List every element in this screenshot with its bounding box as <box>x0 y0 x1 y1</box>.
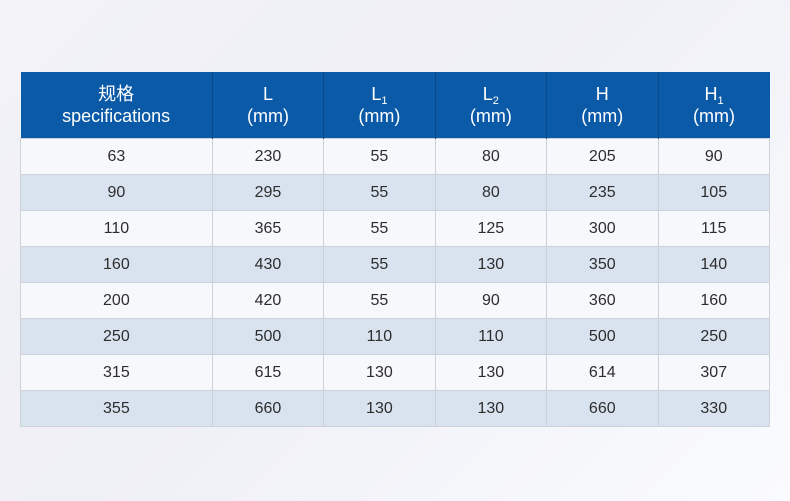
table-row: 200 420 55 90 360 160 <box>20 282 770 319</box>
cell-H1: 307 <box>657 354 770 391</box>
cell-L: 500 <box>211 318 325 355</box>
header-L1-unit: (mm) <box>358 106 401 126</box>
cell-H1: 160 <box>657 282 770 319</box>
cell-H1: 115 <box>657 210 770 247</box>
header-col-L1: L1 (mm) <box>323 72 436 139</box>
cell-L: 660 <box>211 390 325 427</box>
cell-H1: 250 <box>657 318 770 355</box>
cell-H1: 105 <box>657 174 770 211</box>
table-row: 250 500 110 110 500 250 <box>20 318 770 355</box>
header-H-symbol: H <box>547 83 657 105</box>
header-L-letter: L <box>262 84 273 104</box>
cell-L1: 55 <box>323 174 436 211</box>
header-col-L: L (mm) <box>212 72 325 139</box>
cell-spec: 110 <box>20 210 213 247</box>
cell-H: 235 <box>546 174 659 211</box>
header-L2-symbol: L2 <box>436 83 546 107</box>
cell-H: 205 <box>546 138 659 175</box>
header-specifications-zh: 规格 <box>98 84 135 104</box>
header-H1-subscript: 1 <box>717 95 724 107</box>
cell-spec: 200 <box>20 282 213 319</box>
table-row: 355 660 130 130 660 330 <box>20 390 770 427</box>
header-L1-subscript: 1 <box>381 95 388 107</box>
cell-spec: 160 <box>20 246 213 283</box>
header-L2-unit: (mm) <box>469 106 512 126</box>
table-header-row: 规格 specifications L (mm) L1 (mm) L2 (mm)… <box>20 72 770 139</box>
table-row: 110 365 55 125 300 115 <box>20 210 770 247</box>
header-L2-letter: L <box>482 84 493 104</box>
header-H1-letter: H <box>704 84 718 104</box>
cell-spec: 315 <box>20 354 213 391</box>
header-L-symbol: L <box>213 83 323 105</box>
cell-L1: 130 <box>323 354 436 391</box>
cell-H: 360 <box>546 282 659 319</box>
cell-L2: 130 <box>434 354 548 391</box>
cell-H1: 90 <box>657 138 770 175</box>
header-col-H: H (mm) <box>546 72 659 139</box>
cell-L1: 55 <box>323 246 436 283</box>
cell-H1: 330 <box>657 390 770 427</box>
header-H-unit: (mm) <box>581 106 624 126</box>
cell-L2: 125 <box>434 210 548 247</box>
header-H-letter: H <box>595 84 609 104</box>
header-col-L2: L2 (mm) <box>435 72 548 139</box>
cell-L1: 55 <box>323 138 436 175</box>
header-L-unit: (mm) <box>246 106 289 126</box>
table-row: 160 430 55 130 350 140 <box>20 246 770 283</box>
header-col-specifications: 规格 specifications <box>20 72 213 139</box>
cell-H: 300 <box>546 210 659 247</box>
cell-H1: 140 <box>657 246 770 283</box>
cell-L1: 55 <box>323 210 436 247</box>
cell-L2: 110 <box>434 318 548 355</box>
cell-L1: 110 <box>323 318 436 355</box>
cell-H: 350 <box>546 246 659 283</box>
specifications-table: 规格 specifications L (mm) L1 (mm) L2 (mm)… <box>20 72 770 427</box>
cell-L: 295 <box>211 174 325 211</box>
cell-L2: 130 <box>434 246 548 283</box>
header-H1-unit: (mm) <box>693 106 735 126</box>
cell-L2: 80 <box>434 138 548 175</box>
cell-L: 365 <box>211 210 325 247</box>
header-L1-symbol: L1 <box>324 83 434 107</box>
cell-H: 500 <box>546 318 659 355</box>
cell-L: 230 <box>211 138 325 175</box>
header-L2-subscript: 2 <box>492 95 499 107</box>
cell-H: 614 <box>546 354 659 391</box>
cell-spec: 90 <box>20 174 213 211</box>
table-row: 90 295 55 80 235 105 <box>20 174 770 211</box>
cell-L2: 90 <box>434 282 548 319</box>
cell-spec: 63 <box>20 138 213 175</box>
cell-spec: 355 <box>20 390 213 427</box>
cell-L1: 130 <box>323 390 436 427</box>
header-H1-symbol: H1 <box>659 83 770 107</box>
cell-L: 615 <box>211 354 325 391</box>
cell-L2: 80 <box>434 174 548 211</box>
header-L1-letter: L <box>371 84 382 104</box>
table-row: 63 230 55 80 205 90 <box>20 138 770 175</box>
cell-L: 430 <box>211 246 325 283</box>
cell-spec: 250 <box>20 318 213 355</box>
cell-H: 660 <box>546 390 659 427</box>
cell-L: 420 <box>211 282 325 319</box>
cell-L1: 55 <box>323 282 436 319</box>
table-row: 315 615 130 130 614 307 <box>20 354 770 391</box>
header-specifications-en: specifications <box>62 106 171 126</box>
header-col-H1: H1 (mm) <box>658 72 770 139</box>
cell-L2: 130 <box>434 390 548 427</box>
